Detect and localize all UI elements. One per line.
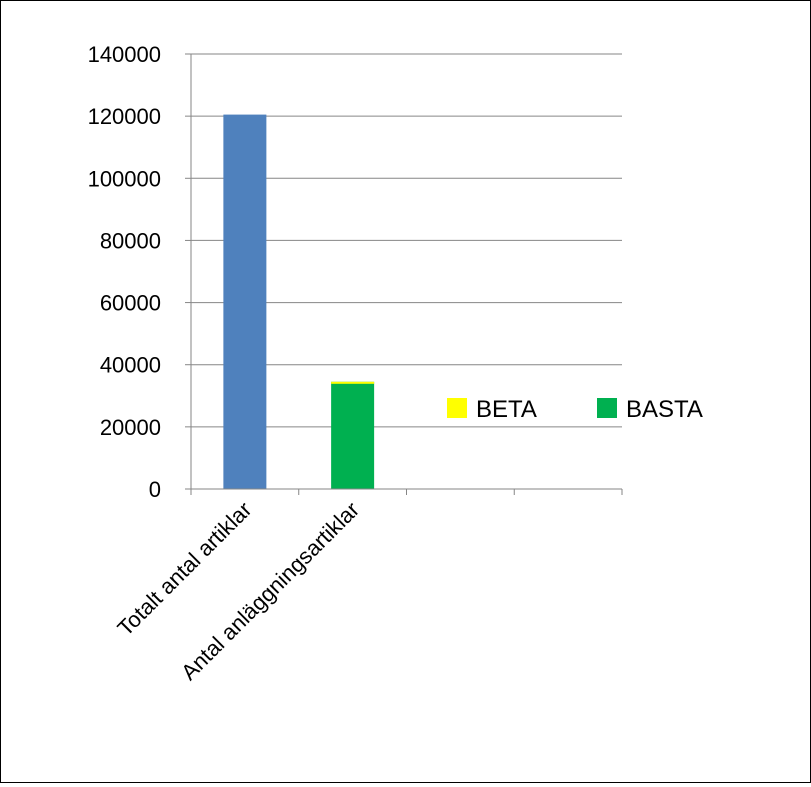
- legend: BETA BASTA: [447, 396, 703, 423]
- y-tick-label: 20000: [100, 415, 161, 440]
- legend-swatch-beta: [447, 398, 467, 418]
- axes: [185, 54, 623, 495]
- y-tick-label: 80000: [100, 228, 161, 253]
- bar-1: [223, 114, 267, 489]
- y-tick-label: 40000: [100, 353, 161, 378]
- y-tick-label: 120000: [88, 104, 161, 129]
- legend-label: BASTA: [626, 396, 703, 423]
- y-tick-label: 100000: [88, 166, 161, 191]
- legend-swatch-basta: [597, 398, 617, 418]
- legend-label: BETA: [476, 396, 537, 423]
- y-tick-label: 60000: [100, 291, 161, 316]
- bar-2-top-band: [331, 381, 375, 384]
- bar-2: [331, 381, 375, 489]
- bars: [223, 114, 375, 489]
- y-tick-label: 0: [149, 477, 161, 502]
- y-tick-label: 140000: [88, 42, 161, 67]
- x-category-label: Antal anläggningsartiklar: [176, 497, 364, 685]
- y-axis-ticks: 0 20000 40000 60000 80000 100000 120000 140000: [88, 42, 191, 502]
